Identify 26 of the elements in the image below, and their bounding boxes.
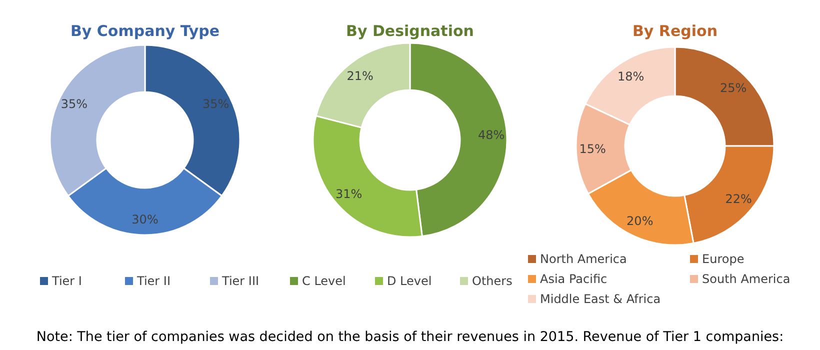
- data-label: 35%: [202, 97, 230, 112]
- data-label: 31%: [336, 187, 362, 202]
- legend-label: Tier III: [221, 274, 260, 288]
- data-label: 22%: [725, 192, 752, 206]
- data-label: 15%: [579, 142, 606, 156]
- text: Note: The tier of companies was decided on the basis of their revenues in 2015. Revenue of Tier 1 companies:: [36, 329, 784, 345]
- data-label: 25%: [720, 80, 747, 95]
- legend-label: C Level: [302, 274, 346, 288]
- data-label: 35%: [60, 97, 88, 112]
- legend-label: Tier II: [136, 274, 171, 288]
- legend-label: D Level: [387, 274, 432, 288]
- data-label: 48%: [478, 128, 505, 142]
- data-label: 21%: [346, 68, 374, 83]
- legend-label: Tier I: [51, 274, 82, 288]
- data-label: 30%: [132, 212, 158, 227]
- legend-label: Europe: [702, 252, 744, 266]
- chart-title: By Company Type: [70, 22, 220, 40]
- legend-label: North America: [540, 252, 627, 266]
- data-label: 18%: [617, 70, 644, 84]
- data-label: 20%: [626, 214, 654, 228]
- legend-label: Others: [472, 274, 512, 288]
- legend-label: Asia Pacific: [540, 272, 608, 286]
- legend-label: South America: [702, 272, 790, 286]
- chart-title: By Region: [632, 22, 718, 40]
- legend-label: Middle East & Africa: [540, 292, 661, 306]
- chart-title: By Designation: [346, 22, 474, 40]
